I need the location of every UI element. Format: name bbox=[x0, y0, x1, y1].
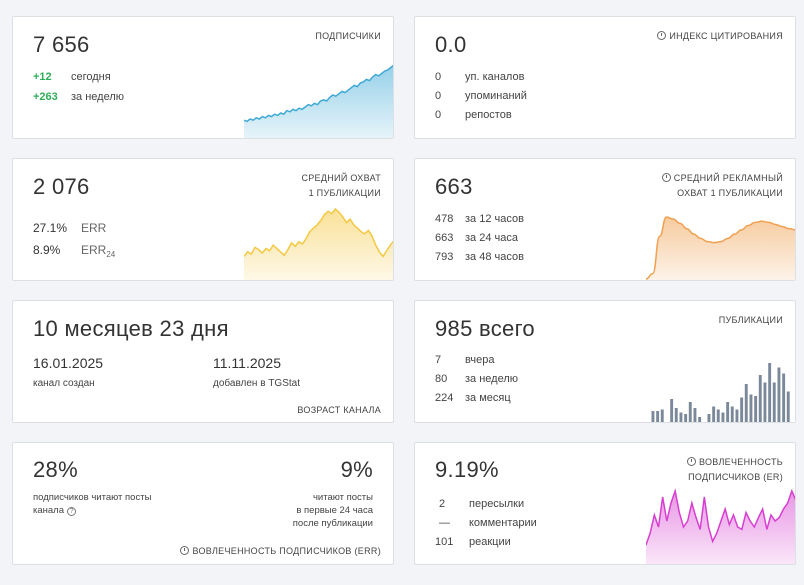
er-title: ВОВЛЕЧЕННОСТЬ ПОДПИСЧИКОВ (ER) bbox=[686, 457, 783, 482]
age-card[interactable]: 10 месяцев 23 дня 16.01.2025 канал созда… bbox=[12, 300, 394, 423]
ad-reach-title: СРЕДНИЙ РЕКЛАМНЫЙ ОХВАТ 1 ПУБЛИКАЦИИ bbox=[661, 171, 783, 201]
posts-bar bbox=[763, 382, 767, 422]
posts-bar bbox=[726, 402, 730, 422]
age-date-added: 11.11.2025 bbox=[213, 355, 281, 371]
posts-bar bbox=[688, 402, 692, 422]
posts-bar bbox=[772, 382, 776, 422]
reach-err24: 8.9% ERR24 bbox=[33, 243, 116, 260]
posts-bar bbox=[707, 414, 711, 422]
age-value: 10 месяцев 23 дня bbox=[33, 316, 229, 341]
subscribers-week: +263 за неделю bbox=[33, 91, 125, 103]
subscribers-today: +12 сегодня bbox=[33, 71, 111, 83]
posts-bar bbox=[782, 373, 786, 422]
er-comments: — комментарии bbox=[439, 517, 537, 529]
citation-card[interactable]: 0.0 ИНДЕКС ЦИТИРОВАНИЯ 0 уп. каналов 0 упо… bbox=[414, 16, 796, 139]
posts-bar bbox=[684, 414, 688, 422]
er-spark-area bbox=[646, 491, 795, 564]
reach-value: 2 076 bbox=[33, 174, 90, 199]
posts-bar bbox=[758, 375, 762, 422]
posts-bar bbox=[693, 408, 697, 422]
er-sparkline bbox=[646, 488, 795, 564]
ad-reach-card[interactable]: 663 СРЕДНИЙ РЕКЛАМНЫЙ ОХВАТ 1 ПУБЛИКАЦИИ… bbox=[414, 158, 796, 281]
info-icon bbox=[686, 457, 696, 466]
posts-bar bbox=[754, 396, 758, 422]
reach-card[interactable]: 2 076 СРЕДНИЙ ОХВАТ 1 ПУБЛИКАЦИИ 27.1% ERR… bbox=[12, 158, 394, 281]
posts-month: 224 за месяц bbox=[435, 392, 511, 404]
posts-bar bbox=[735, 409, 739, 422]
subscribers-spark-line bbox=[244, 64, 393, 123]
err-left-value: 28% bbox=[33, 457, 78, 482]
er-value: 9.19% bbox=[435, 457, 499, 482]
posts-bar bbox=[698, 417, 702, 422]
ad-reach-48h: 793 за 48 часов bbox=[435, 251, 524, 263]
posts-card[interactable]: 985 всего ПУБЛИКАЦИИ 7 вчера 80 за неделю … bbox=[414, 300, 796, 423]
posts-bar bbox=[712, 406, 716, 422]
subscribers-card[interactable]: 7 656 ПОДПИСЧИКИ +12 сегодня +263 за недел… bbox=[12, 16, 394, 139]
posts-bar bbox=[777, 367, 781, 422]
posts-bar bbox=[721, 412, 725, 422]
citation-title: ИНДЕКС ЦИТИРОВАНИЯ bbox=[657, 29, 783, 44]
ad-reach-value: 663 bbox=[435, 174, 473, 199]
info-icon bbox=[657, 31, 667, 40]
subscribers-title: ПОДПИСЧИКИ bbox=[315, 31, 381, 41]
citation-row-mentions: 0 упоминаний bbox=[435, 90, 527, 102]
help-icon[interactable]: ? bbox=[67, 507, 77, 516]
posts-bar bbox=[740, 397, 744, 422]
citation-value: 0.0 bbox=[435, 32, 467, 57]
er-forwards: 2 пересылки bbox=[439, 498, 525, 510]
reach-err: 27.1% ERR bbox=[33, 221, 107, 235]
er-card[interactable]: 9.19% ВОВЛЕЧЕННОСТЬ ПОДПИСЧИКОВ (ER) 2 пе… bbox=[414, 442, 796, 565]
age-label-created: канал создан bbox=[33, 378, 95, 389]
age-date-created: 16.01.2025 bbox=[33, 355, 104, 371]
posts-bar bbox=[674, 408, 678, 422]
citation-row-channels: 0 уп. каналов bbox=[435, 71, 525, 83]
info-icon bbox=[661, 173, 671, 182]
err-right-value: 9% bbox=[340, 457, 373, 482]
reach-spark-line bbox=[244, 207, 393, 258]
posts-bar bbox=[768, 363, 772, 422]
posts-bar bbox=[744, 384, 748, 422]
err-card[interactable]: 28% подписчиков читают посты канала? 9% … bbox=[12, 442, 394, 565]
err-right-label: читают посты в первые 24 часа после публ… bbox=[292, 492, 373, 529]
posts-week: 80 за неделю bbox=[435, 373, 519, 385]
posts-yesterday: 7 вчера bbox=[435, 354, 495, 366]
err-left-label: подписчиков читают посты канала? bbox=[33, 492, 152, 516]
posts-title: ПУБЛИКАЦИИ bbox=[718, 315, 783, 325]
posts-bar bbox=[670, 399, 674, 422]
subscribers-spark-area bbox=[244, 65, 393, 138]
info-icon bbox=[180, 546, 190, 555]
subscribers-sparkline bbox=[244, 64, 393, 138]
posts-bar bbox=[786, 391, 790, 422]
posts-bar bbox=[651, 411, 655, 422]
ad-reach-spark-area bbox=[646, 217, 795, 280]
err-title: ВОВЛЕЧЕННОСТЬ ПОДПИСЧИКОВ (ERR) bbox=[180, 544, 381, 559]
er-spark-line bbox=[646, 488, 795, 546]
posts-bar-chart bbox=[651, 363, 790, 422]
posts-bar bbox=[730, 406, 734, 422]
reach-title: СРЕДНИЙ ОХВАТ 1 ПУБЛИКАЦИИ bbox=[301, 173, 381, 198]
reach-sparkline bbox=[244, 207, 393, 280]
citation-row-reposts: 0 репостов bbox=[435, 109, 512, 121]
ad-reach-12h: 478 за 12 часов bbox=[435, 213, 524, 225]
ad-reach-24h: 663 за 24 часа bbox=[435, 232, 518, 244]
posts-bar bbox=[749, 394, 753, 422]
reach-spark-area bbox=[244, 209, 393, 280]
ad-reach-sparkline bbox=[646, 216, 795, 280]
age-title: ВОЗРАСТ КАНАЛА bbox=[297, 405, 381, 415]
posts-bar bbox=[656, 411, 660, 422]
posts-bar bbox=[679, 412, 683, 422]
subscribers-value: 7 656 bbox=[33, 32, 90, 57]
age-label-added: добавлен в TGStat bbox=[213, 378, 301, 389]
posts-bar bbox=[660, 409, 664, 422]
ad-reach-spark-line bbox=[646, 216, 795, 280]
posts-bar bbox=[716, 409, 720, 422]
er-reactions: 101 реакции bbox=[435, 536, 511, 548]
posts-value: 985 всего bbox=[435, 316, 535, 341]
